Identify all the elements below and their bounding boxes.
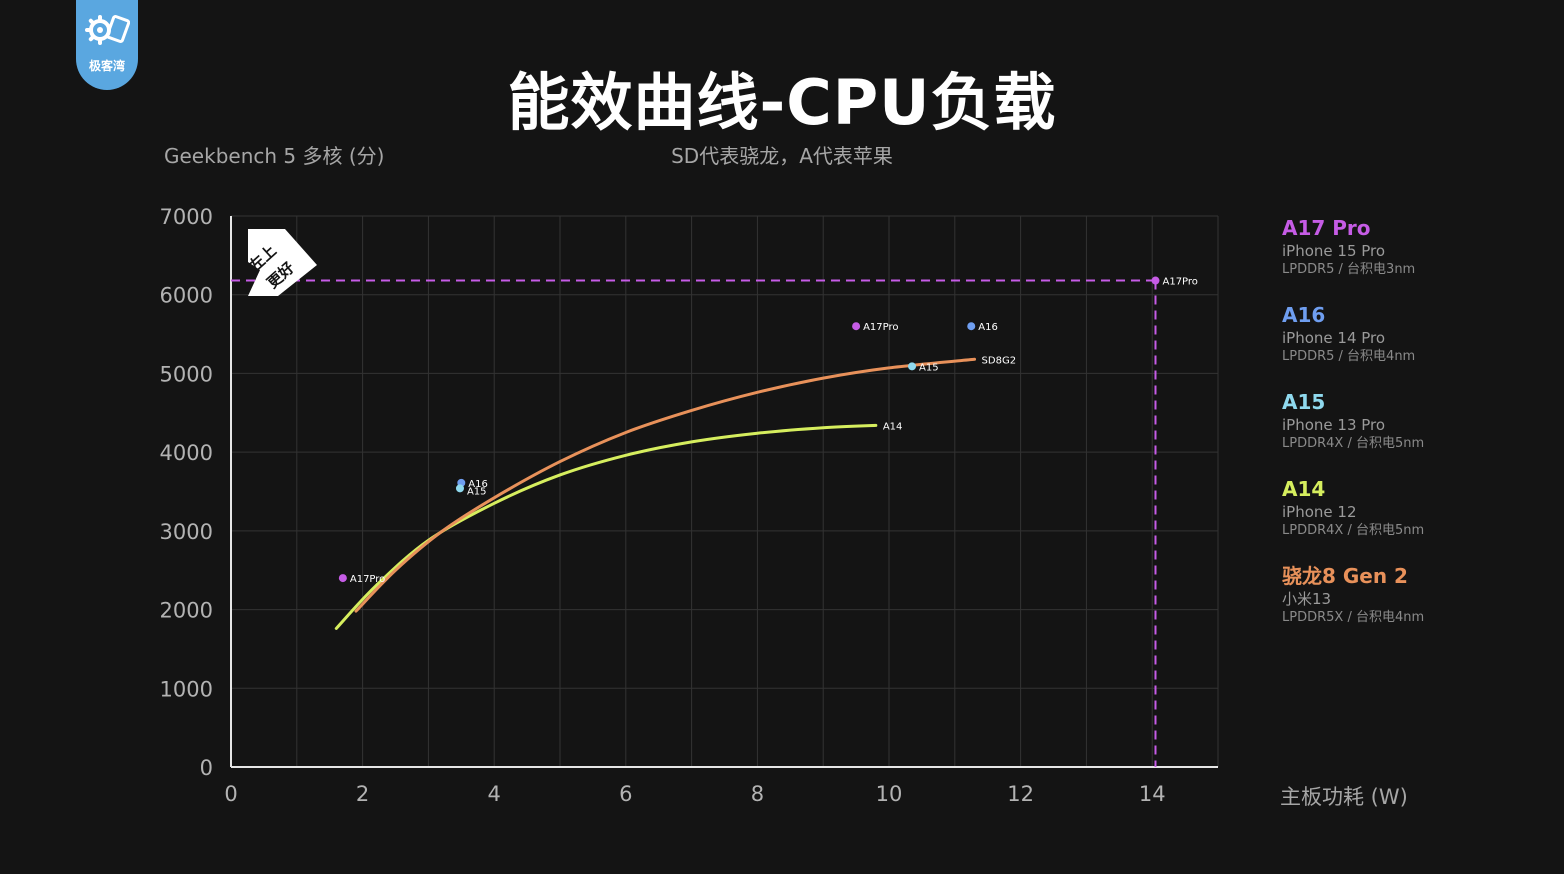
legend-phone: iPhone 14 Pro bbox=[1282, 329, 1386, 347]
data-point bbox=[338, 574, 347, 583]
x-tick-label: 4 bbox=[488, 782, 501, 806]
page-title: 能效曲线-CPU负载 bbox=[507, 66, 1057, 139]
data-point bbox=[852, 322, 861, 331]
x-tick-label: 10 bbox=[876, 782, 903, 806]
series-line-1 bbox=[354, 357, 977, 613]
data-point bbox=[908, 362, 917, 371]
data-point bbox=[455, 484, 464, 493]
data-point-label: A15 bbox=[467, 486, 487, 497]
legend-name: A16 bbox=[1282, 303, 1326, 327]
series-end-label: A14 bbox=[883, 421, 903, 432]
legend-memory: LPDDR5X / 台积电4nm bbox=[1282, 610, 1425, 625]
legend: A17 Pro iPhone 15 Pro LPDDR5 / 台积电3nm A1… bbox=[1282, 214, 1552, 649]
legend-memory: LPDDR5 / 台积电3nm bbox=[1282, 262, 1416, 277]
legend-phone: iPhone 13 Pro bbox=[1282, 416, 1386, 434]
data-point-label: A17Pro bbox=[863, 322, 898, 333]
x-tick-label: 6 bbox=[619, 782, 632, 806]
legend-name: A15 bbox=[1282, 390, 1326, 414]
brand-logo-text: 极客湾 bbox=[88, 59, 125, 73]
x-tick-label: 0 bbox=[224, 782, 237, 806]
legend-item-a14: A14 iPhone 12 LPDDR4X / 台积电5nm bbox=[1282, 475, 1552, 562]
y-axis-label: Geekbench 5 多核 (分) bbox=[164, 144, 385, 168]
data-point-label: A15 bbox=[919, 362, 939, 373]
legend-name: A14 bbox=[1282, 477, 1326, 501]
data-point-label: A16 bbox=[468, 479, 488, 490]
gear-icon bbox=[85, 14, 130, 45]
brand-logo: 极客湾 bbox=[76, 0, 138, 90]
y-tick-label: 0 bbox=[200, 756, 213, 780]
x-axis-label: 主板功耗 (W) bbox=[1280, 785, 1408, 809]
y-tick-label: 4000 bbox=[160, 441, 213, 465]
badge-shape bbox=[248, 229, 317, 296]
y-tick-label: 1000 bbox=[160, 677, 213, 701]
legend-name: 骁龙8 Gen 2 bbox=[1282, 564, 1408, 588]
x-tick-label: 2 bbox=[356, 782, 369, 806]
legend-name: A17 Pro bbox=[1282, 216, 1371, 240]
legend-phone: iPhone 12 bbox=[1282, 503, 1357, 521]
y-tick-label: 7000 bbox=[160, 205, 213, 229]
legend-item-a15: A15 iPhone 13 Pro LPDDR4X / 台积电5nm bbox=[1282, 388, 1552, 475]
x-tick-label: 8 bbox=[751, 782, 764, 806]
x-tick-label: 12 bbox=[1007, 782, 1034, 806]
data-point-label: A17Pro bbox=[350, 574, 385, 585]
legend-item-a16: A16 iPhone 14 Pro LPDDR5 / 台积电4nm bbox=[1282, 301, 1552, 388]
y-tick-label: 5000 bbox=[160, 362, 213, 386]
legend-memory: LPDDR4X / 台积电5nm bbox=[1282, 436, 1425, 451]
x-tick-label: 14 bbox=[1139, 782, 1166, 806]
legend-item-sd8gen2: 骁龙8 Gen 2 小米13 LPDDR5X / 台积电4nm bbox=[1282, 562, 1552, 649]
legend-phone: iPhone 15 Pro bbox=[1282, 242, 1386, 260]
data-point-label: A17Pro bbox=[1162, 277, 1197, 288]
y-tick-label: 6000 bbox=[160, 284, 213, 308]
y-tick-label: 3000 bbox=[160, 520, 213, 544]
chart-subtitle: SD代表骁龙，A代表苹果 bbox=[671, 144, 893, 168]
legend-phone: 小米13 bbox=[1282, 590, 1332, 608]
series-line-0 bbox=[334, 423, 878, 630]
series-end-label: SD8G2 bbox=[982, 355, 1017, 366]
legend-memory: LPDDR4X / 台积电5nm bbox=[1282, 523, 1425, 538]
legend-item-a17pro: A17 Pro iPhone 15 Pro LPDDR5 / 台积电3nm bbox=[1282, 214, 1552, 301]
legend-memory: LPDDR5 / 台积电4nm bbox=[1282, 349, 1416, 364]
y-tick-label: 2000 bbox=[160, 599, 213, 623]
data-point bbox=[1151, 276, 1160, 285]
data-point-label: A16 bbox=[978, 322, 998, 333]
data-point bbox=[967, 322, 976, 331]
